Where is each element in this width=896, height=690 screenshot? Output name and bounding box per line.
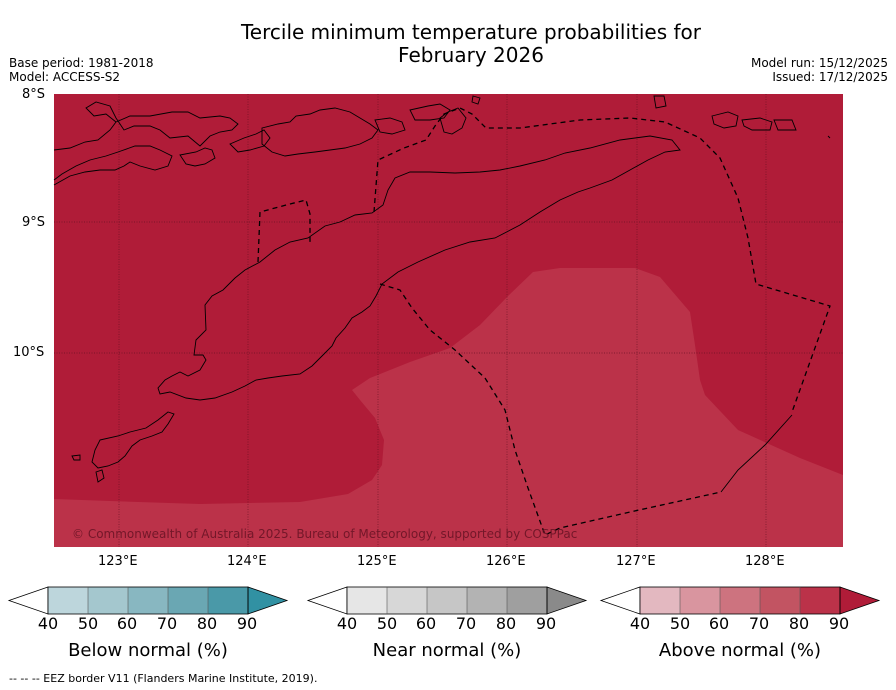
lon-tick-127e: 127°E (616, 554, 656, 569)
model-run: Model run: 15/12/2025 (750, 56, 888, 70)
grid-lines (54, 94, 843, 547)
issued-date: Issued: 17/12/2025 (772, 70, 888, 84)
coastline-southeast (720, 414, 793, 493)
cb-near-tick-40: 40 (336, 614, 358, 633)
base-period: Base period: 1981-2018 (9, 56, 154, 70)
rote-coastline (91, 411, 175, 469)
wetar-coastline (471, 95, 481, 105)
lon-tick-124e: 124°E (227, 554, 267, 569)
cb-above-tick-80: 80 (788, 614, 810, 633)
lon-tick-126e: 126°E (486, 554, 526, 569)
cb-near-tick-70: 70 (455, 614, 477, 633)
cb-near-tick-80: 80 (495, 614, 517, 633)
title-line-2: February 2026 (398, 43, 544, 67)
colorbar-near-normal-label: Near normal (%) (372, 640, 522, 661)
eez-borders (257, 107, 831, 536)
coastlines (53, 95, 831, 493)
cb-above-tick-40: 40 (629, 614, 651, 633)
lon-tick-125e: 125°E (357, 554, 397, 569)
lat-tick-10s: 10°S (13, 345, 45, 360)
title-line-1: Tercile minimum temperature probabilitie… (240, 20, 702, 44)
cb-above-tick-50: 50 (669, 614, 691, 633)
above-normal-80-field (54, 268, 843, 547)
copyright-notice: © Commonwealth of Australia 2025. Bureau… (72, 527, 577, 541)
eez-legend-note: -- -- -- EEZ border V11 (Flanders Marine… (9, 672, 318, 685)
colorbar-above-normal-label: Above normal (%) (658, 640, 822, 661)
cb-below-tick-60: 60 (116, 614, 138, 633)
timor-coastline (157, 135, 681, 401)
cb-below-tick-70: 70 (156, 614, 178, 633)
cb-below-tick-90: 90 (236, 614, 258, 633)
cb-above-tick-60: 60 (708, 614, 730, 633)
map-title: Tercile minimum temperature probabilitie… (0, 21, 896, 67)
cb-below-tick-80: 80 (196, 614, 218, 633)
cb-below-tick-50: 50 (77, 614, 99, 633)
lon-tick-128e: 128°E (745, 554, 785, 569)
eez-border-timor-leste (257, 199, 311, 263)
cb-above-tick-90: 90 (828, 614, 850, 633)
lat-tick-8s: 8°S (22, 87, 46, 102)
colorbar-below-normal-label: Below normal (%) (68, 640, 228, 661)
cb-near-tick-50: 50 (376, 614, 398, 633)
lon-tick-123e: 123°E (98, 554, 138, 569)
cb-near-tick-90: 90 (535, 614, 557, 633)
cb-near-tick-60: 60 (415, 614, 437, 633)
cb-above-tick-70: 70 (748, 614, 770, 633)
model-name: Model: ACCESS-S2 (9, 70, 121, 84)
lat-tick-9s: 9°S (22, 215, 46, 230)
cb-below-tick-40: 40 (37, 614, 59, 633)
northern-islands-coastline (53, 101, 239, 151)
